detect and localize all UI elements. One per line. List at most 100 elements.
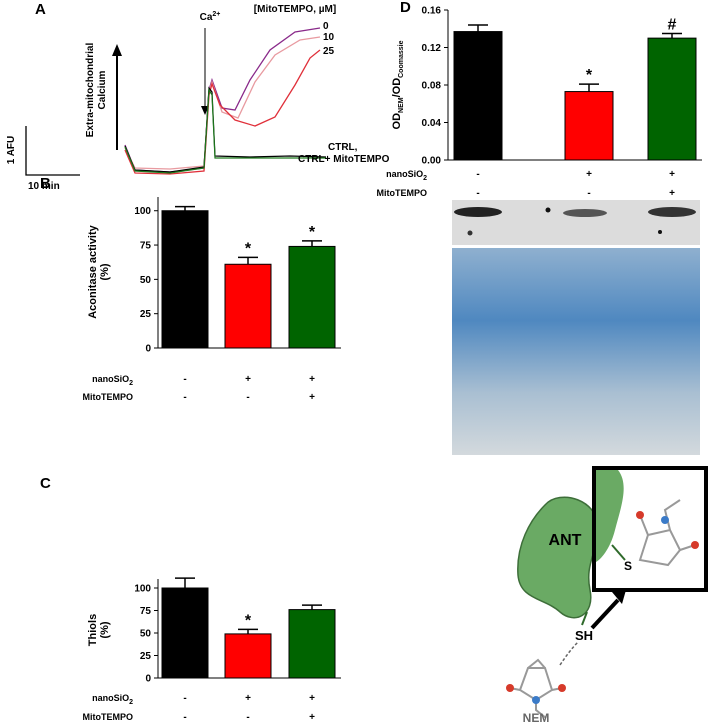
text-segment: (%) (99, 263, 111, 280)
adduct-label: S (624, 559, 632, 573)
bar (224, 263, 272, 349)
bar (647, 37, 697, 161)
y-arrowhead (112, 44, 122, 56)
condition-mark: + (309, 693, 315, 704)
y-tick-label: 100 (134, 584, 151, 595)
error-bar (175, 205, 195, 211)
annotation: * (245, 612, 252, 629)
subscript: 2 (423, 175, 427, 182)
reagent-label: NEM (523, 711, 550, 725)
y-tick-label: 0.16 (422, 6, 442, 17)
y-tick-label: 0 (145, 344, 151, 355)
condition-mark: + (309, 392, 315, 403)
trace (124, 27, 321, 173)
bar (453, 31, 503, 161)
scale-x: 10 min (28, 181, 60, 192)
y-tick-label: 50 (140, 275, 152, 286)
dashed-arrow (559, 641, 579, 666)
y-label: (%) (99, 621, 111, 638)
atom-n (532, 696, 540, 704)
condition-mark: + (586, 169, 592, 180)
y-tick-label: 100 (134, 206, 151, 217)
subscript: 2 (129, 699, 133, 706)
panel-e: E ANT SH S NEM (506, 466, 708, 725)
error-bar (579, 83, 599, 92)
subscript: NEM (398, 97, 405, 113)
trace (124, 36, 321, 170)
y-tick-label: 25 (140, 651, 152, 662)
trace (124, 86, 327, 173)
condition-mark: + (309, 374, 315, 385)
subscript: Coomassie (398, 40, 405, 77)
atom-o (558, 684, 566, 692)
condition-mark: - (476, 188, 479, 199)
y-tick-label: 0.12 (422, 43, 442, 54)
trace (124, 49, 321, 175)
atom-o (506, 684, 514, 692)
y-label: Aconitase activity (87, 224, 99, 318)
gel-spot (545, 207, 551, 213)
molecule (638, 499, 696, 567)
atom-n (661, 516, 669, 524)
text-segment: OD (391, 113, 403, 130)
condition-mark: + (669, 169, 675, 180)
trace-label: 25 (323, 46, 335, 57)
ctrl-label: CTRL+ MitoTEMPO (298, 154, 390, 165)
y-tick-label: 75 (140, 241, 152, 252)
condition-mark: + (309, 712, 315, 723)
gel-spot (658, 230, 662, 234)
condition-mark: - (587, 188, 590, 199)
protein-edge (596, 470, 624, 562)
text-segment: /OD (391, 78, 403, 98)
panel-label: A (35, 1, 46, 18)
bar (288, 245, 336, 349)
bar (288, 609, 336, 679)
y-tick-label: 75 (140, 606, 152, 617)
text-segment: MitoTEMPO (377, 188, 428, 198)
bar (161, 210, 209, 349)
condition-name: MitoTEMPO (83, 392, 134, 402)
error-bar (238, 256, 258, 265)
bar (224, 633, 272, 679)
subscript: 2 (129, 380, 133, 387)
text-segment: (%) (99, 621, 111, 638)
protein-label: ANT (549, 532, 582, 549)
trace-label: 0 (323, 21, 329, 32)
condition-mark: - (183, 374, 186, 385)
y-tick-label: 25 (140, 309, 152, 320)
y-label: Thiols (87, 614, 99, 646)
gel-spot (467, 230, 473, 236)
condition-mark: - (183, 392, 186, 403)
text-segment: nanoSiO (92, 374, 129, 384)
condition-name: nanoSiO2 (386, 169, 427, 182)
scale-bar (25, 126, 80, 176)
panel-label: D (400, 0, 411, 16)
y-tick-label: 0.04 (422, 118, 442, 129)
atom-o (636, 511, 644, 519)
text-segment: nanoSiO (92, 693, 129, 703)
arrow (590, 598, 620, 630)
y-label: ODNEM/ODCoomassie (391, 40, 405, 129)
text-segment: MitoTEMPO (83, 712, 134, 722)
y-tick-label: 0.08 (422, 81, 442, 92)
condition-mark: - (476, 169, 479, 180)
text-segment: Aconitase activity (87, 224, 99, 318)
molecule (509, 658, 563, 719)
thiol-label: SH (575, 628, 593, 643)
annotation: * (245, 240, 252, 257)
ctrl-label: CTRL, (328, 142, 358, 153)
annotation: * (586, 67, 593, 84)
bar (564, 91, 614, 161)
condition-mark: - (183, 693, 186, 704)
condition-mark: - (246, 392, 249, 403)
trace (124, 88, 326, 174)
condition-name: nanoSiO2 (92, 374, 133, 387)
condition-name: MitoTEMPO (83, 712, 134, 722)
arrowhead (612, 590, 626, 604)
panel-a: A Ca2+ [MitoTEMPO, µM] 0 10 25 CTRL, CTR… (6, 1, 390, 192)
stimulus-sup: 2+ (212, 11, 220, 18)
condition-name: MitoTEMPO (377, 188, 428, 198)
gel (452, 200, 700, 455)
annotation: * (309, 224, 316, 241)
